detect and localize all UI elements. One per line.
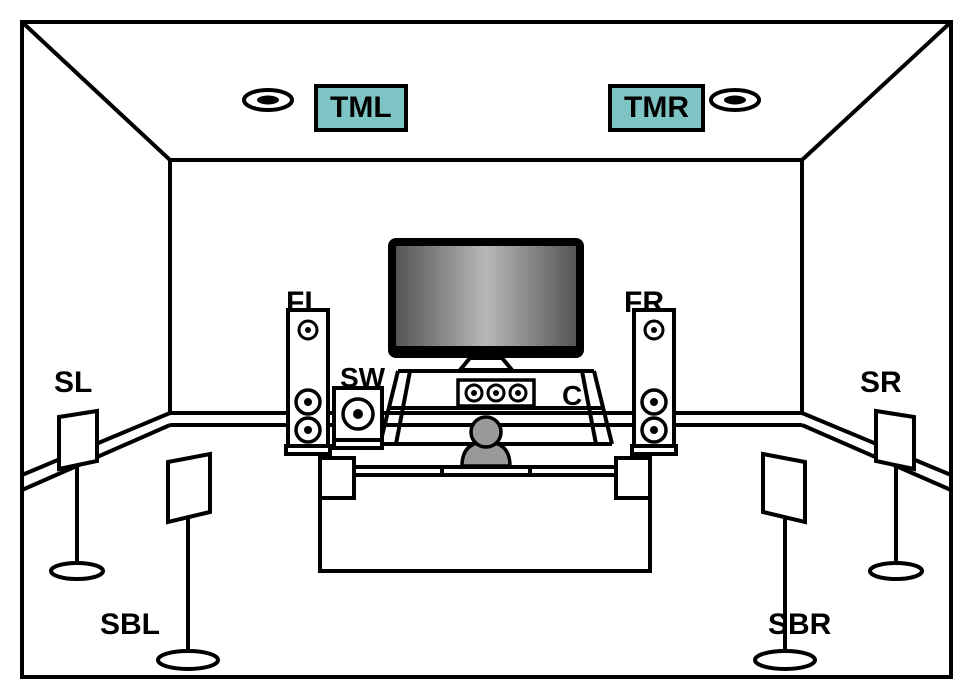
label-fr: FR: [624, 286, 664, 320]
label-sw: SW: [340, 362, 385, 394]
label-sl: SL: [54, 366, 92, 400]
ceiling-speaker-right: [711, 90, 759, 110]
diagram-svg: [0, 0, 973, 699]
label-c: C: [562, 380, 582, 412]
side-right-speaker: [870, 411, 922, 579]
sofa: [320, 458, 650, 571]
label-sr: SR: [860, 366, 902, 400]
speaker-layout-diagram: TML TMR FL FR SW C SL SR SBL SBR: [0, 0, 973, 699]
front-left-speaker: [286, 310, 330, 454]
center-speaker: [458, 380, 534, 406]
tv: [388, 238, 584, 370]
label-sbl: SBL: [100, 608, 160, 642]
front-right-speaker: [632, 310, 676, 454]
label-tml: TML: [314, 84, 408, 132]
sb-left-speaker: [158, 454, 218, 669]
side-left-speaker: [51, 411, 103, 579]
label-sbr: SBR: [768, 608, 831, 642]
label-fl: FL: [286, 286, 323, 320]
label-tmr: TMR: [608, 84, 705, 132]
subwoofer: [334, 388, 382, 448]
ceiling-speaker-left: [244, 90, 292, 110]
